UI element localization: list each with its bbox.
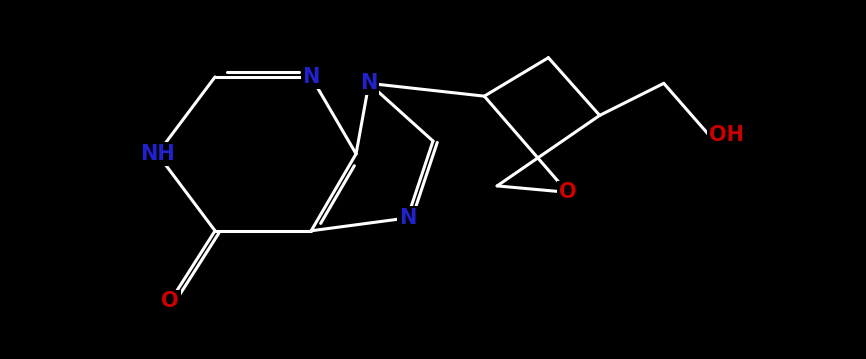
- Text: N: N: [360, 73, 378, 93]
- Text: O: O: [559, 182, 577, 202]
- Text: OH: OH: [708, 125, 744, 145]
- Text: NH: NH: [140, 144, 175, 164]
- Text: O: O: [161, 291, 179, 311]
- Text: N: N: [398, 208, 416, 228]
- Text: N: N: [302, 67, 320, 87]
